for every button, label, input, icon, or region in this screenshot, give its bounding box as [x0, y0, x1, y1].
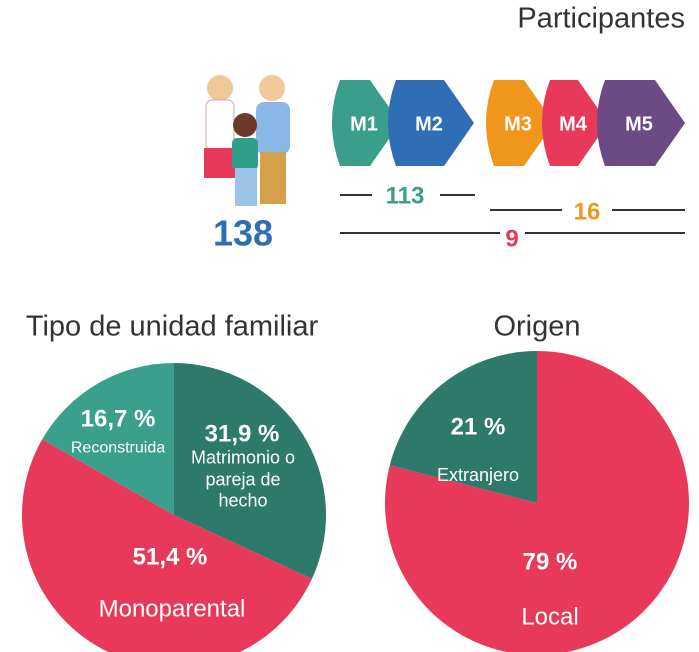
module-label: M3 [504, 113, 532, 135]
slice-label: Monoparental [72, 596, 272, 625]
count: 113 [386, 182, 425, 209]
module-label: M5 [625, 113, 653, 135]
chart-title: Tipo de unidad familiar [26, 311, 319, 343]
infographic: Participantes 138 Tipo de unidad familia… [0, 0, 699, 652]
slice-value: 16,7 % [81, 406, 156, 435]
count: 16 [574, 198, 601, 225]
module-label: M1 [350, 113, 378, 135]
slice-value: 21 % [451, 414, 506, 443]
count: 9 [505, 225, 518, 252]
slice-value: 31,9 % [205, 421, 280, 450]
page: Participantes 138 Tipo de unidad familia… [0, 0, 699, 652]
slice-value: 79 % [523, 549, 578, 578]
slice-label: Extranjero [418, 465, 538, 487]
chart-title: Origen [493, 311, 580, 343]
slice-label: Local [490, 604, 610, 633]
total: 138 [213, 213, 273, 254]
module-label: M4 [559, 113, 588, 135]
family-illustration [204, 75, 290, 206]
slice-value: 51,4 % [133, 544, 208, 573]
slice-label: Reconstruida [58, 438, 178, 457]
participants-title: Participantes [517, 3, 685, 35]
slice-label: Matrimonio o pareja de hecho [188, 448, 298, 513]
module-label: M2 [415, 113, 443, 135]
